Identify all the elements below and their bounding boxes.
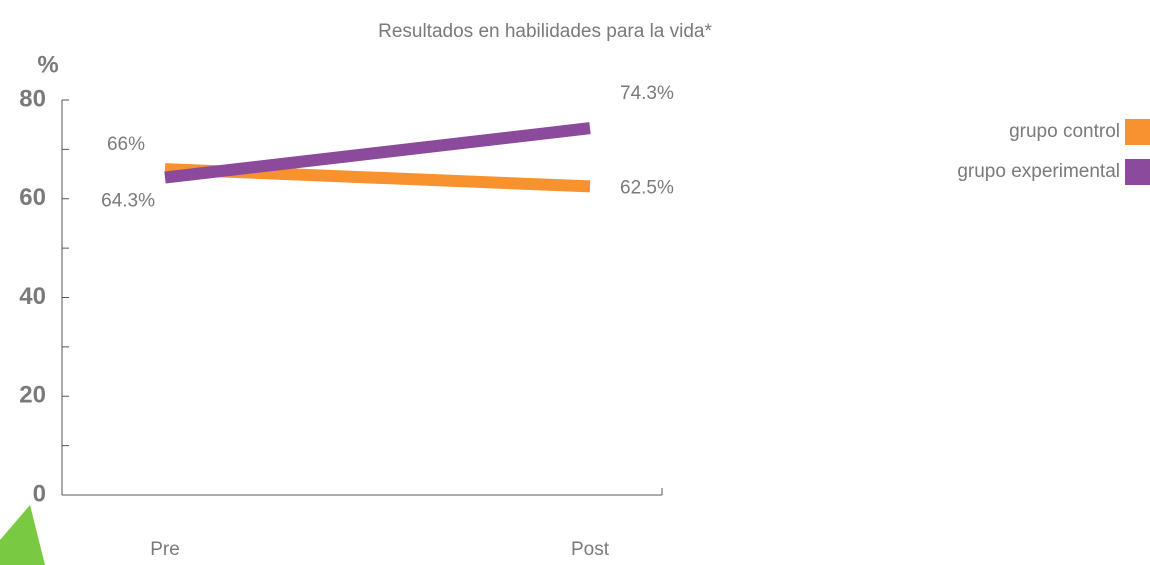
legend-label: grupo control bbox=[1009, 121, 1120, 142]
legend-label: grupo experimental bbox=[957, 161, 1120, 182]
x-tick-label: Pre bbox=[150, 539, 180, 560]
data-label: 62.5% bbox=[620, 177, 674, 198]
y-axis-label: % bbox=[37, 51, 58, 78]
y-tick-label: 60 bbox=[19, 184, 46, 211]
chart-title: Resultados en habilidades para la vida* bbox=[378, 21, 712, 42]
y-tick-label: 40 bbox=[19, 283, 46, 310]
legend-swatch bbox=[1125, 159, 1150, 185]
legend-swatch bbox=[1125, 119, 1150, 145]
y-tick-label: 20 bbox=[19, 382, 46, 409]
data-label: 66% bbox=[107, 134, 145, 155]
data-label: 64.3% bbox=[101, 191, 155, 212]
y-tick-label: 80 bbox=[19, 85, 46, 112]
decoration bbox=[0, 505, 45, 565]
y-tick-label: 0 bbox=[33, 480, 46, 507]
series-line bbox=[164, 122, 591, 184]
data-label: 74.3% bbox=[620, 83, 674, 104]
x-tick-label: Post bbox=[571, 539, 610, 560]
